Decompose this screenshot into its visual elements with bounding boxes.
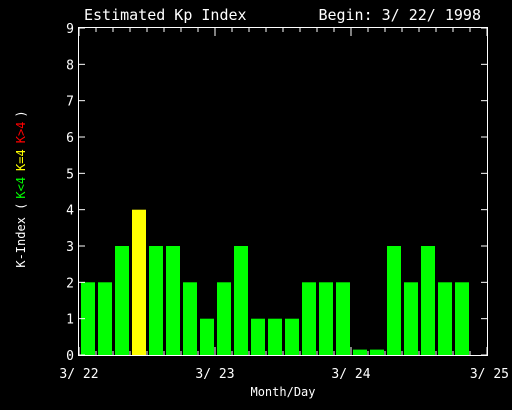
kp-bar: [404, 282, 418, 355]
y-axis-label: K-Index ( K<4 K=4 K>4): [14, 110, 28, 267]
kp-bar: [115, 246, 129, 355]
kp-bar: [421, 246, 435, 355]
x-tick-label: 3/ 24: [331, 367, 370, 382]
x-tick-label: 3/ 25: [470, 367, 509, 382]
kp-bar: [455, 282, 469, 355]
chart-title: Estimated Kp Index: [84, 6, 247, 24]
kp-bar: [251, 318, 265, 355]
y-tick-label: 5: [66, 167, 74, 182]
kp-bar: [387, 246, 401, 355]
kp-bar: [166, 246, 180, 355]
plot-frame: [78, 27, 488, 356]
kp-bar: [98, 282, 112, 355]
x-axis-ticks: 3/ 22 3/ 23 3/ 24 3/ 25: [59, 28, 509, 382]
kp-bar: [302, 282, 316, 355]
y-tick-label: 3: [66, 240, 74, 255]
kp-bar: [268, 318, 282, 355]
x-axis-label: Month/Day: [250, 385, 315, 399]
kp-bar: [200, 318, 214, 355]
y-tick-label: 2: [66, 276, 74, 291]
kp-bar: [234, 246, 248, 355]
kp-bar: [149, 246, 163, 355]
begin-date-label: Begin: 3/ 22/ 1998: [318, 6, 481, 24]
bars-group: [81, 209, 469, 355]
y-tick-label: 0: [66, 349, 74, 364]
y-axis-label-low: K<4: [14, 177, 28, 199]
y-axis-label-high: K>4: [14, 122, 28, 144]
kp-bar: [285, 318, 299, 355]
kp-bar: [319, 282, 333, 355]
kp-bar: [353, 349, 367, 355]
y-tick-label: 9: [66, 22, 74, 37]
y-axis-label-suffix: ): [14, 110, 28, 117]
y-tick-label: 7: [66, 95, 74, 110]
x-tick-label: 3/ 22: [59, 367, 98, 382]
kp-bar: [370, 349, 384, 355]
y-axis-label-prefix: K-Index (: [14, 203, 28, 268]
y-axis-label-mid: K=4: [14, 149, 28, 171]
kp-bar: [438, 282, 452, 355]
x-tick-label: 3/ 23: [195, 367, 234, 382]
y-tick-label: 4: [66, 204, 74, 219]
kp-bar: [132, 209, 146, 355]
kp-bar: [217, 282, 231, 355]
kp-bar: [336, 282, 350, 355]
y-tick-label: 1: [66, 313, 74, 328]
kp-bar: [81, 282, 95, 355]
kp-bar: [183, 282, 197, 355]
y-tick-label: 8: [66, 58, 74, 73]
y-tick-label: 6: [66, 131, 74, 146]
